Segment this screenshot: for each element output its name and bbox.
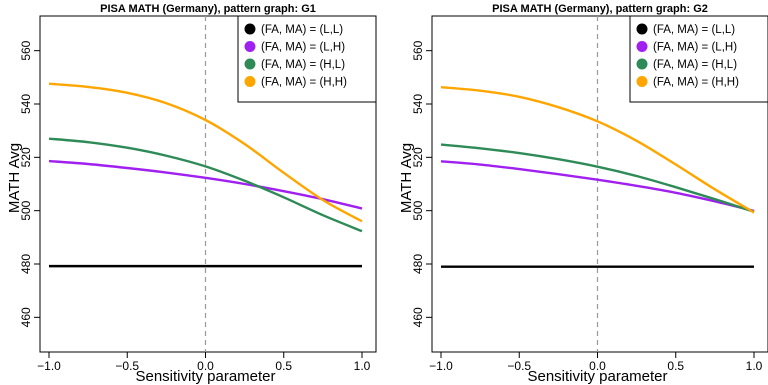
legend-marker <box>244 41 256 52</box>
y-tick-label: 560 <box>411 40 425 60</box>
legend-marker <box>636 23 648 35</box>
chart-title: PISA MATH (Germany), pattern graph: G1 <box>100 3 316 15</box>
x-tick-label: 0.0 <box>197 359 214 373</box>
series-line-4 <box>440 86 755 214</box>
x-tick-label: 1.0 <box>746 359 763 373</box>
chart-title: PISA MATH (Germany), pattern graph: G2 <box>492 3 708 15</box>
y-tick-label: 500 <box>411 200 425 220</box>
x-tick-label: 0.5 <box>275 359 292 373</box>
y-tick-label: 560 <box>19 40 33 60</box>
legend-marker <box>636 58 648 70</box>
legend: (FA, MA) = (L,L) (FA, MA) = (L,H) (FA, MA)… <box>629 15 768 103</box>
legend-label: (FA, MA) = (L,L) <box>653 24 735 36</box>
y-axis-title: MATH Avg <box>398 143 415 213</box>
legend-box <box>629 15 768 103</box>
chart-panel-2: PISA MATH (Germany), pattern graph: G2 46… <box>398 3 768 385</box>
series-line-3 <box>48 137 363 233</box>
plot-frame <box>431 15 768 353</box>
series-line-2 <box>440 160 755 213</box>
x-tick-label: −0.5 <box>115 359 139 373</box>
x-tick-label: 0.5 <box>667 359 684 373</box>
y-tick-label: 460 <box>19 307 33 327</box>
legend-label: (FA, MA) = (H,L) <box>261 59 345 71</box>
legend: (FA, MA) = (L,L) (FA, MA) = (L,H) (FA, MA)… <box>237 15 377 103</box>
y-tick-label: 520 <box>19 147 33 167</box>
legend-label: (FA, MA) = (H,H) <box>261 77 347 89</box>
legend-marker <box>244 76 256 87</box>
y-tick-label: 460 <box>411 307 425 327</box>
legend-box <box>237 15 377 103</box>
legend-label: (FA, MA) = (H,L) <box>653 59 737 71</box>
y-tick-label: 480 <box>411 254 425 274</box>
legend-label: (FA, MA) = (L,H) <box>653 42 737 54</box>
chart-panel-1: PISA MATH (Germany), pattern graph: G1 46… <box>6 3 377 385</box>
y-tick-label: 500 <box>19 200 33 220</box>
y-axis-title: MATH Avg <box>6 143 23 213</box>
series-line-2 <box>48 159 363 210</box>
x-axis-title: Sensitivity parameter <box>135 368 275 385</box>
legend-label: (FA, MA) = (L,L) <box>261 24 343 36</box>
y-tick-label: 480 <box>19 254 33 274</box>
legend-marker <box>636 41 648 52</box>
y-tick-label: 540 <box>19 94 33 114</box>
x-tick-label: 0.0 <box>589 359 606 373</box>
x-axis-title: Sensitivity parameter <box>527 368 667 385</box>
legend-marker <box>636 76 648 87</box>
legend-marker <box>244 23 256 35</box>
legend-marker <box>244 58 256 70</box>
x-tick-label: −1.0 <box>37 359 61 373</box>
legend-label: (FA, MA) = (L,H) <box>261 42 345 54</box>
x-tick-label: 1.0 <box>354 359 371 373</box>
y-tick-label: 540 <box>411 94 425 114</box>
x-tick-label: −1.0 <box>429 359 453 373</box>
x-tick-label: −0.5 <box>507 359 531 373</box>
series-line-4 <box>48 82 363 223</box>
y-tick-label: 520 <box>411 147 425 167</box>
series-line-3 <box>440 143 755 213</box>
legend-label: (FA, MA) = (H,H) <box>653 77 739 89</box>
plot-frame <box>39 15 377 353</box>
